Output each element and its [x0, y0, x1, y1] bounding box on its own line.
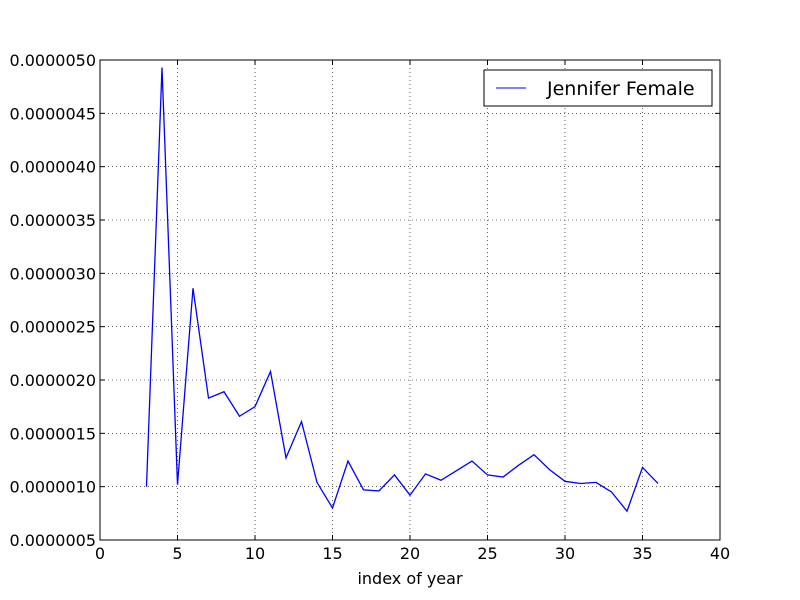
y-tick-label: 0.0000040: [9, 158, 96, 177]
axis-ticks: [99, 59, 721, 541]
y-tick-label: 0.0000020: [9, 371, 96, 390]
x-tick-label: 40: [710, 544, 730, 563]
y-tick-label: 0.0000045: [9, 104, 96, 123]
x-tick-label: 20: [400, 544, 420, 563]
x-tick-label: 30: [555, 544, 575, 563]
x-tick-label: 15: [322, 544, 342, 563]
series-line: [145, 67, 659, 513]
y-tick-label: 0.0000035: [9, 211, 96, 230]
legend-entry: Jennifer Female: [546, 78, 695, 100]
legend: Jennifer Female: [483, 69, 713, 107]
y-tick-label: 0.0000010: [9, 478, 96, 497]
y-tick-labels: 0.0000005 0.0000010 0.0000015 0.0000020 0.00…: [9, 51, 96, 550]
x-axis-title: index of year: [357, 569, 462, 588]
y-tick-label: 0.0000050: [9, 51, 96, 70]
grid: [100, 60, 720, 540]
x-tick-labels: 0 5 10 15 20 25 30 35 40: [95, 544, 730, 563]
x-tick-label: 0: [95, 544, 105, 563]
y-tick-label: 0.0000030: [9, 264, 96, 283]
x-tick-label: 25: [477, 544, 497, 563]
y-tick-label: 0.0000005: [9, 531, 96, 550]
x-tick-label: 5: [172, 544, 182, 563]
y-tick-label: 0.0000015: [9, 424, 96, 443]
series-layer: [145, 67, 659, 513]
x-tick-label: 35: [632, 544, 652, 563]
x-tick-label: 10: [245, 544, 265, 563]
y-tick-label: 0.0000025: [9, 318, 96, 337]
